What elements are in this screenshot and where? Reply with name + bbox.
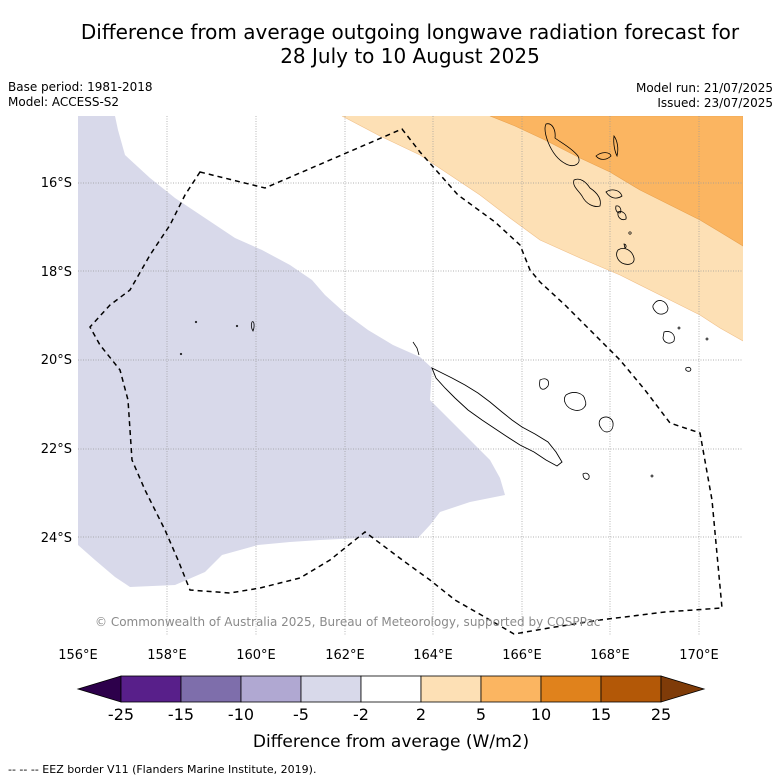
copyright-text: © Commonwealth of Australia 2025, Bureau… [95, 615, 600, 629]
colorbar-segment [600, 675, 662, 703]
colorbar-segment [180, 675, 242, 703]
gridlines [78, 116, 743, 636]
colorbar-tick: 10 [531, 705, 551, 724]
x-tick: 158°E [147, 648, 187, 663]
colorbar-tick: -2 [353, 705, 369, 724]
map-area [78, 116, 743, 636]
negative-anomaly-region [78, 116, 505, 587]
x-tick: 162°E [325, 648, 365, 663]
colorbar-low-extend [76, 675, 122, 703]
colorbar-tick: -25 [108, 705, 134, 724]
y-tick: 24°S [41, 531, 72, 546]
y-tick: 18°S [41, 265, 72, 280]
malakula-island [573, 178, 601, 207]
map-title: Difference from average outgoing longwav… [30, 20, 781, 68]
colorbar-tick: -5 [293, 705, 309, 724]
walpole-islet [650, 474, 654, 478]
new-caledonia-island [431, 367, 563, 467]
colorbar-segment [120, 675, 182, 703]
colorbar-tick: 15 [591, 705, 611, 724]
aneityum-islet [623, 243, 627, 249]
x-tick: 166°E [502, 648, 542, 663]
issued-date: Issued: 23/07/2025 [657, 96, 773, 110]
ambrym-island [605, 189, 623, 199]
x-tick: 164°E [413, 648, 453, 663]
band-edge-light [341, 116, 743, 342]
reef-islet-c [235, 324, 239, 328]
colorbar-tick: 2 [416, 705, 426, 724]
title-line-2: 28 July to 10 August 2025 [280, 44, 540, 68]
model-run: Model run: 21/07/2025 [635, 81, 773, 95]
eez-footnote: -- -- -- EEZ border V11 (Flanders Marine… [8, 763, 317, 776]
base-period: Base period: 1981-2018 [8, 80, 153, 94]
colorbar-tick: -15 [168, 705, 194, 724]
ouvea-island [539, 378, 549, 390]
x-tick: 168°E [590, 648, 630, 663]
isle-of-pines [582, 472, 590, 480]
meta-left: Base period: 1981-2018 Model: ACCESS-S2 [8, 80, 153, 110]
colorbar: -25 -15 -10 -5 -2 2 5 10 15 25 Differenc… [76, 675, 706, 752]
colorbar-segment [300, 675, 362, 703]
title-line-1: Difference from average outgoing longwav… [80, 20, 740, 44]
colorbar-high-extend [660, 675, 706, 703]
meta-right: Model run: 21/07/2025 Issued: 23/07/2025 [636, 81, 773, 111]
y-tick: 16°S [41, 176, 72, 191]
erromango-islet [628, 231, 632, 235]
colorbar-ticks: -25 -15 -10 -5 -2 2 5 10 15 25 [108, 705, 671, 724]
y-tick: 22°S [41, 442, 72, 457]
colorbar-label: Difference from average (W/m2) [253, 732, 529, 752]
colorbar-segment [420, 675, 482, 703]
y-axis-ticks: 16°S 18°S 20°S 22°S 24°S [41, 176, 72, 546]
chesterfield-reef [250, 321, 255, 332]
reef-islet-b [179, 352, 183, 356]
positive-anomaly-band-strong [489, 116, 743, 247]
hunter-island [662, 331, 675, 344]
ambae-island [595, 152, 612, 160]
colorbar-segment [360, 675, 422, 703]
x-tick: 170°E [679, 648, 719, 663]
colorbar-tick: 5 [476, 705, 486, 724]
lifou-island [564, 392, 587, 411]
y-tick: 20°S [41, 353, 72, 368]
x-tick: 156°E [58, 648, 98, 663]
colorbar-segment [480, 675, 542, 703]
efate-island [617, 211, 627, 220]
epi-island [615, 205, 622, 214]
x-axis-ticks: 156°E 158°E 160°E 162°E 164°E 166°E 168°… [58, 648, 719, 663]
colorbar-segment [240, 675, 302, 703]
espiritu-santo-island [544, 123, 580, 166]
mare-island [598, 416, 614, 433]
colorbar-tick: -10 [228, 705, 254, 724]
small-islet-a [677, 326, 681, 330]
matthew-island [652, 300, 669, 315]
x-tick: 160°E [236, 648, 276, 663]
tanna-island [616, 248, 635, 265]
small-islet-b [705, 337, 709, 341]
reef-islet-a [194, 320, 198, 324]
belep-islet [412, 341, 420, 356]
colorbar-segment [540, 675, 602, 703]
small-islet-c [685, 366, 692, 372]
eez-border [89, 128, 723, 635]
maewo-island [613, 134, 619, 158]
colorbar-tick: 25 [651, 705, 671, 724]
model-name: Model: ACCESS-S2 [8, 95, 120, 109]
